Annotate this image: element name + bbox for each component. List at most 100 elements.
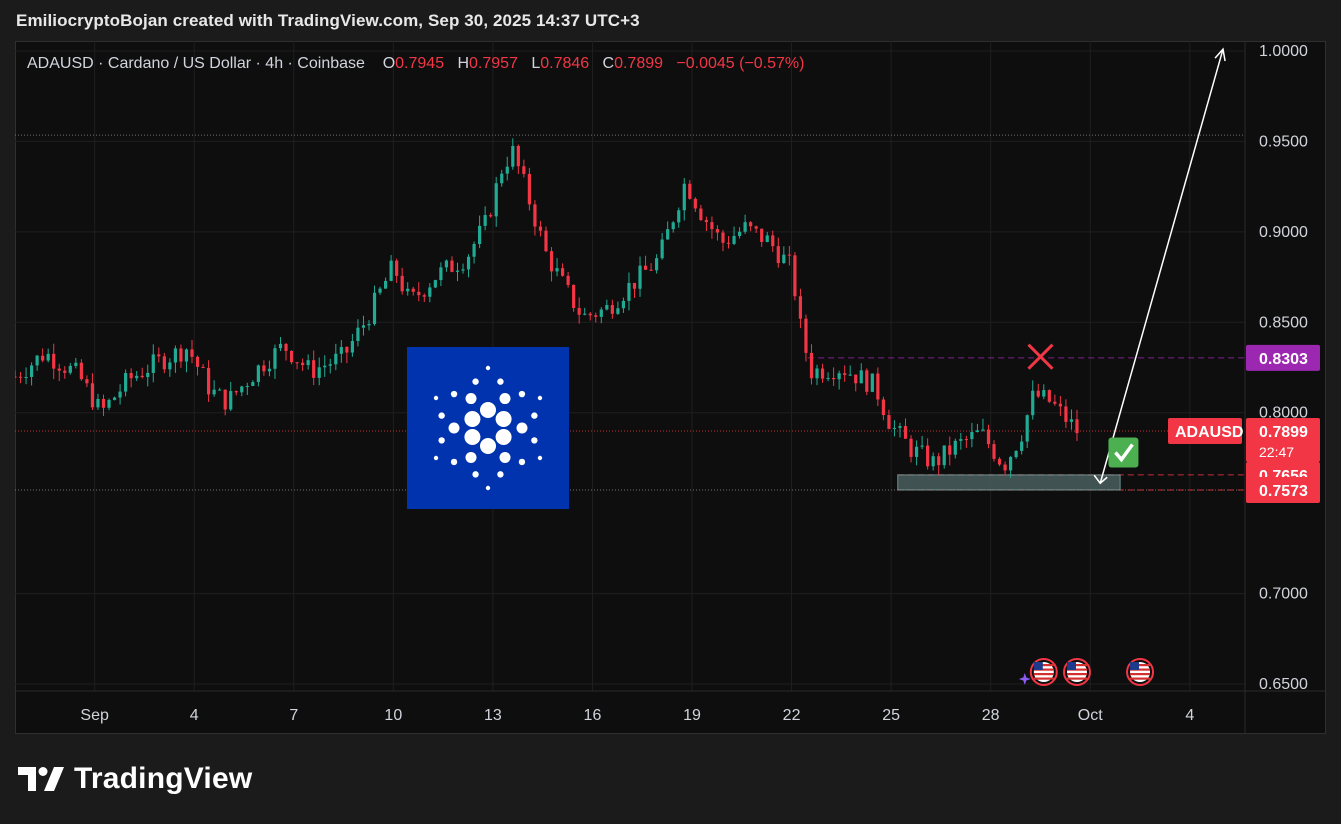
flag-stripe xyxy=(1130,673,1151,676)
candle xyxy=(489,212,493,218)
candle xyxy=(439,262,443,287)
candle-body xyxy=(621,300,626,309)
price-tag-value: 0.8303 xyxy=(1259,351,1308,368)
candle xyxy=(715,225,720,241)
candle-body xyxy=(328,364,332,366)
candle xyxy=(776,237,780,268)
candle xyxy=(1042,384,1046,400)
logo-dot xyxy=(485,485,491,491)
footer-logo[interactable]: TradingView xyxy=(18,762,252,796)
candle-body xyxy=(15,376,17,378)
candle xyxy=(57,363,61,382)
candle xyxy=(876,367,880,407)
candle-body xyxy=(240,386,244,393)
candle-body xyxy=(1014,450,1018,458)
candle xyxy=(251,380,255,387)
candle xyxy=(278,336,283,352)
price-tag: 0.7573 xyxy=(1246,476,1320,503)
candle xyxy=(926,438,930,470)
candle xyxy=(1069,409,1074,430)
candle-body xyxy=(472,243,476,257)
chart-panel[interactable] xyxy=(15,41,1326,734)
candle xyxy=(267,360,272,377)
cardano-logo xyxy=(407,347,569,509)
candle-body xyxy=(538,226,543,231)
logo-dot xyxy=(480,402,496,418)
candle xyxy=(937,452,941,476)
candle xyxy=(1014,450,1018,459)
logo-dot xyxy=(531,412,538,419)
candle xyxy=(516,144,520,174)
price-chart[interactable]: 1.0000 0.9500 0.9000 0.8500 0.8000 0.7000 0.65… xyxy=(15,41,1326,734)
candle xyxy=(627,272,631,311)
candle xyxy=(649,263,653,271)
logo-dot xyxy=(438,437,445,444)
candle-body xyxy=(737,231,742,236)
candle xyxy=(1009,455,1013,478)
support-zone-layer xyxy=(897,474,1121,491)
logo-dot xyxy=(465,451,477,463)
candle xyxy=(162,352,166,374)
candle xyxy=(301,358,305,371)
candle xyxy=(478,215,482,249)
time-tick-label: 22 xyxy=(783,707,801,724)
candle-body xyxy=(96,398,100,408)
candle xyxy=(400,267,404,295)
candle xyxy=(140,367,144,379)
candle xyxy=(101,394,106,417)
flag-stripe xyxy=(1130,668,1151,671)
logo-dot xyxy=(518,390,526,398)
candle-body xyxy=(223,389,227,410)
economic-events xyxy=(1018,658,1155,686)
candle-body xyxy=(699,208,703,221)
candle-body xyxy=(356,327,360,341)
arrow-head-down xyxy=(1093,474,1108,485)
candle-body xyxy=(101,398,106,408)
candle-body xyxy=(997,458,1002,465)
candle xyxy=(682,178,686,221)
check-mark xyxy=(1114,443,1134,463)
candle xyxy=(284,343,288,361)
candle-body xyxy=(212,389,216,395)
symbol-tag-bg xyxy=(1168,417,1242,444)
candle xyxy=(843,365,847,382)
candle xyxy=(417,282,421,302)
candle-body xyxy=(428,287,432,297)
candle xyxy=(1031,380,1035,420)
candle xyxy=(815,364,819,386)
candle xyxy=(483,206,487,231)
event-ring xyxy=(1029,658,1058,686)
candle xyxy=(428,283,432,303)
candle-body xyxy=(942,445,946,466)
candle xyxy=(256,364,260,387)
candle xyxy=(361,315,366,336)
candle-body xyxy=(124,372,128,392)
logo-dot xyxy=(472,378,479,385)
candle xyxy=(549,247,554,282)
candle xyxy=(837,370,841,390)
candle-body xyxy=(367,324,371,326)
candle-body xyxy=(1064,406,1068,422)
candle xyxy=(1020,435,1024,455)
candle xyxy=(118,384,122,405)
last-price-tag: 0.7899 22:47 xyxy=(1246,417,1320,462)
candle xyxy=(334,343,338,371)
time-tick-label: 28 xyxy=(982,707,1000,724)
candle-body xyxy=(267,368,272,372)
candle xyxy=(997,457,1002,467)
price-axis: 1.0000 0.9500 0.9000 0.8500 0.8000 0.7000 0.65… xyxy=(1259,43,1308,693)
candle-body xyxy=(184,349,189,362)
candle xyxy=(46,348,50,363)
candle-body xyxy=(848,374,852,376)
candle-body xyxy=(323,365,327,368)
price-tick-label: 0.9000 xyxy=(1259,224,1308,241)
candle xyxy=(1053,394,1057,406)
candle xyxy=(804,314,808,362)
candle-body xyxy=(732,235,736,244)
candle-body xyxy=(168,362,172,370)
candle xyxy=(798,288,803,329)
flag-stripe xyxy=(1066,677,1087,680)
flag-stripe xyxy=(1130,677,1151,680)
logo-dot xyxy=(465,393,477,405)
candle xyxy=(472,241,476,264)
